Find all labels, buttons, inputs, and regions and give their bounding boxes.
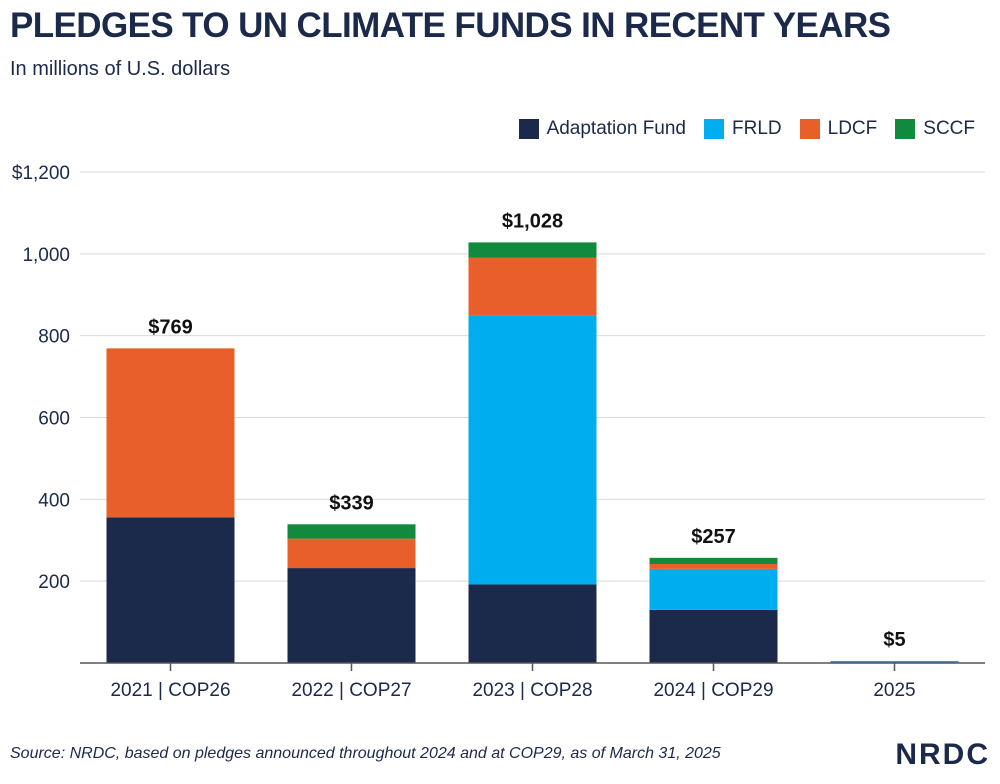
legend-swatch-adaptation-fund [518, 119, 539, 139]
chart-legend: Adaptation Fund FRLD LDCF SCCF [518, 118, 975, 140]
legend-item-ldcf: LDCF [799, 118, 878, 140]
bar-segment-ldcf [106, 348, 235, 518]
y-tick-label: $1,200 [12, 163, 70, 184]
y-tick-label: 800 [38, 327, 70, 348]
bar-segment-sccf [468, 242, 597, 258]
bar-total-label: $769 [148, 316, 193, 338]
legend-label-adaptation-fund: Adaptation Fund [546, 118, 687, 139]
bar-total-label: $5 [883, 629, 905, 651]
y-tick-label: 600 [38, 409, 70, 430]
y-tick-label: 200 [38, 572, 70, 593]
bar-segment-frld [830, 660, 959, 663]
chart-title: PLEDGES TO UN CLIMATE FUNDS IN RECENT YE… [10, 6, 891, 45]
bar-segment-ldcf [287, 538, 416, 569]
x-tick-label: 2025 [873, 680, 915, 701]
x-tick-label: 2024 | COP29 [653, 680, 773, 701]
bar-total-label: $1,028 [502, 210, 563, 232]
bar-segment-ldcf [468, 257, 597, 316]
legend-item-sccf: SCCF [895, 118, 975, 140]
y-tick-label: 400 [38, 490, 70, 511]
x-tick-label: 2022 | COP27 [291, 680, 411, 701]
legend-swatch-sccf [895, 119, 916, 139]
bar-segment-adaptation-fund [287, 568, 416, 663]
legend-swatch-ldcf [799, 119, 820, 139]
source-note: Source: NRDC, based on pledges announced… [10, 745, 721, 762]
bar-segment-adaptation-fund [106, 517, 235, 663]
bar-total-label: $257 [691, 526, 736, 548]
x-tick-label: 2021 | COP26 [110, 680, 230, 701]
bar-segment-frld [468, 315, 597, 585]
bar-total-label: $339 [329, 492, 374, 514]
legend-label-sccf: SCCF [923, 118, 975, 139]
bar-segment-ldcf [649, 563, 778, 569]
y-tick-label: 1,000 [22, 245, 70, 266]
bar-segment-sccf [649, 557, 778, 564]
legend-item-adaptation-fund: Adaptation Fund [518, 118, 687, 140]
legend-label-ldcf: LDCF [827, 118, 878, 139]
chart-subtitle: In millions of U.S. dollars [10, 58, 231, 80]
bar-segment-adaptation-fund [468, 584, 597, 663]
bar-segment-adaptation-fund [649, 609, 778, 663]
legend-label-frld: FRLD [732, 118, 782, 139]
legend-swatch-frld [704, 119, 725, 139]
legend-item-frld: FRLD [704, 118, 782, 140]
bar-segment-frld [649, 568, 778, 610]
bar-segment-sccf [287, 524, 416, 539]
nrdc-logo: NRDC [895, 738, 990, 771]
x-tick-label: 2023 | COP28 [472, 680, 592, 701]
